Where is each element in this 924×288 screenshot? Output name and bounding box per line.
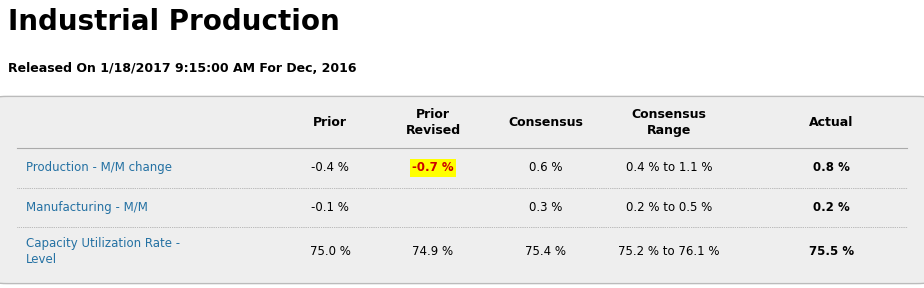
Text: -0.7 %: -0.7 % — [412, 162, 454, 175]
Text: 75.4 %: 75.4 % — [525, 245, 566, 258]
Text: 0.8 %: 0.8 % — [813, 162, 850, 175]
Text: 74.9 %: 74.9 % — [412, 245, 454, 258]
Text: 0.2 % to 0.5 %: 0.2 % to 0.5 % — [626, 201, 712, 214]
Text: Industrial Production: Industrial Production — [8, 8, 340, 36]
Text: 0.3 %: 0.3 % — [529, 201, 562, 214]
FancyBboxPatch shape — [0, 96, 924, 284]
Text: 0.6 %: 0.6 % — [529, 162, 563, 175]
Text: Prior: Prior — [313, 115, 347, 128]
Text: -0.4 %: -0.4 % — [311, 162, 349, 175]
Text: 75.2 % to 76.1 %: 75.2 % to 76.1 % — [618, 245, 720, 258]
Text: Capacity Utilization Rate -
Level: Capacity Utilization Rate - Level — [26, 237, 180, 266]
Text: 0.2 %: 0.2 % — [813, 201, 850, 214]
Text: -0.1 %: -0.1 % — [311, 201, 349, 214]
Text: Consensus: Consensus — [508, 115, 583, 128]
Text: 75.0 %: 75.0 % — [310, 245, 351, 258]
Text: Actual: Actual — [809, 115, 854, 128]
Text: Released On 1/18/2017 9:15:00 AM For Dec, 2016: Released On 1/18/2017 9:15:00 AM For Dec… — [8, 62, 357, 75]
Text: Manufacturing - M/M: Manufacturing - M/M — [26, 201, 148, 214]
Text: Production - M/M change: Production - M/M change — [26, 162, 172, 175]
Text: Prior
Revised: Prior Revised — [406, 107, 460, 137]
Text: 0.4 % to 1.1 %: 0.4 % to 1.1 % — [626, 162, 712, 175]
Text: Consensus
Range: Consensus Range — [632, 107, 707, 137]
Text: 75.5 %: 75.5 % — [809, 245, 854, 258]
